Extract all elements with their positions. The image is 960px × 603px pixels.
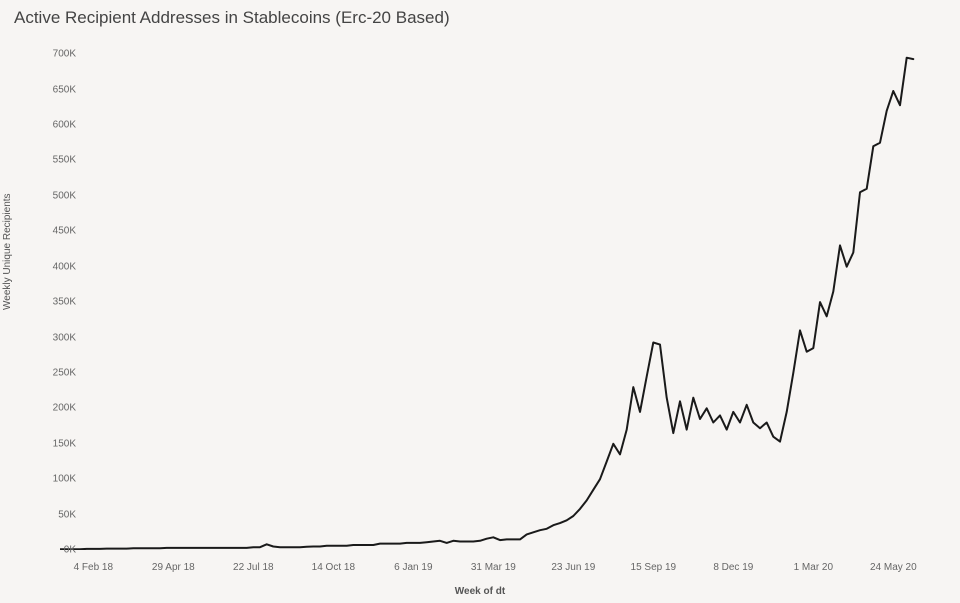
y-tick-label: 650K xyxy=(26,84,76,95)
series-line xyxy=(60,58,913,550)
y-tick-label: 600K xyxy=(26,120,76,131)
x-tick-label: 4 Feb 18 xyxy=(74,562,113,573)
y-tick-label: 50K xyxy=(26,509,76,520)
y-tick-label: 250K xyxy=(26,367,76,378)
x-tick-label: 29 Apr 18 xyxy=(152,562,195,573)
line-chart-svg xyxy=(60,40,940,550)
y-tick-label: 350K xyxy=(26,297,76,308)
y-tick-label: 400K xyxy=(26,261,76,272)
chart-title: Active Recipient Addresses in Stablecoin… xyxy=(14,8,450,28)
y-tick-label: 200K xyxy=(26,403,76,414)
y-tick-label: 0K xyxy=(26,545,76,556)
x-axis-label: Week of dt xyxy=(0,586,960,597)
x-tick-label: 22 Jul 18 xyxy=(233,562,274,573)
y-tick-label: 550K xyxy=(26,155,76,166)
y-axis-label: Weekly Unique Recipients xyxy=(2,193,13,310)
plot-area xyxy=(60,40,940,550)
x-tick-label: 1 Mar 20 xyxy=(794,562,833,573)
y-tick-label: 700K xyxy=(26,49,76,60)
y-tick-label: 150K xyxy=(26,438,76,449)
x-tick-label: 24 May 20 xyxy=(870,562,917,573)
x-tick-label: 23 Jun 19 xyxy=(551,562,595,573)
y-tick-label: 450K xyxy=(26,226,76,237)
x-tick-label: 6 Jan 19 xyxy=(394,562,432,573)
y-tick-label: 500K xyxy=(26,190,76,201)
x-tick-label: 15 Sep 19 xyxy=(631,562,677,573)
x-tick-label: 31 Mar 19 xyxy=(471,562,516,573)
x-tick-label: 8 Dec 19 xyxy=(713,562,753,573)
y-tick-label: 300K xyxy=(26,332,76,343)
x-tick-label: 14 Oct 18 xyxy=(312,562,355,573)
y-tick-label: 100K xyxy=(26,474,76,485)
